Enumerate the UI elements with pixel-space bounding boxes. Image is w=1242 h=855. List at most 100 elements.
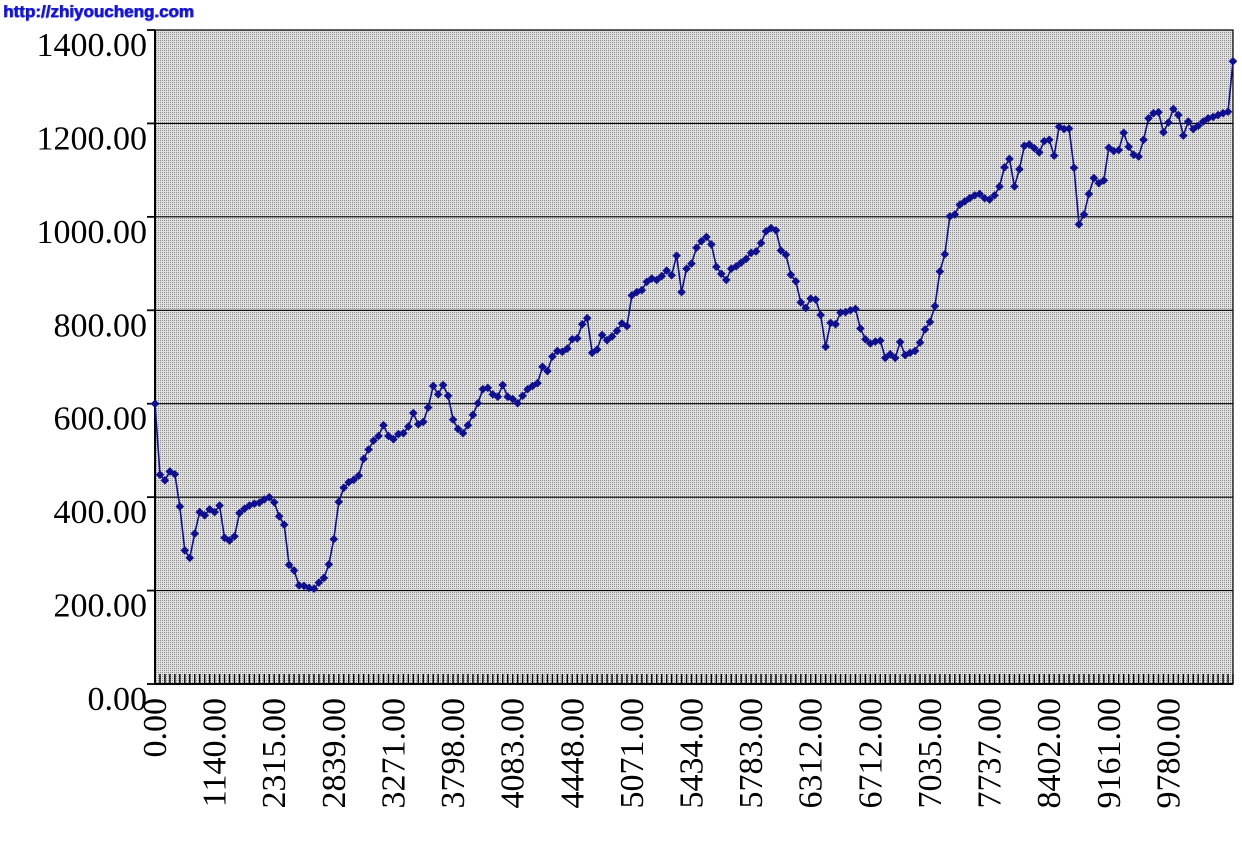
data-point-marker	[1159, 128, 1168, 137]
data-point-marker	[836, 308, 845, 317]
data-point-marker	[861, 334, 870, 344]
data-point-marker	[612, 326, 622, 336]
x-axis-label: 2315.00	[256, 698, 293, 809]
x-axis-label: 4083.00	[495, 698, 532, 809]
data-point-marker	[731, 262, 741, 271]
data-point-marker	[314, 578, 324, 587]
data-point-marker	[245, 501, 254, 510]
data-point-marker	[930, 301, 940, 311]
data-point-marker	[433, 390, 443, 399]
data-point-marker	[1179, 131, 1188, 140]
data-point-marker	[1059, 124, 1069, 134]
data-point-marker	[508, 394, 517, 404]
x-axis-label: 3798.00	[435, 698, 472, 809]
data-point-marker	[1174, 110, 1183, 120]
data-point-marker	[592, 345, 602, 354]
data-point-marker	[652, 275, 662, 285]
data-point-marker	[413, 419, 423, 429]
data-point-marker	[329, 534, 339, 544]
data-point-marker	[756, 238, 766, 248]
data-point-marker	[692, 243, 701, 252]
data-point-marker	[1164, 118, 1173, 127]
data-point-marker	[1134, 152, 1143, 161]
data-point-marker	[255, 498, 264, 508]
x-axis-label: 2839.00	[316, 698, 353, 809]
data-point-marker	[811, 295, 821, 304]
data-point-marker	[1000, 163, 1009, 172]
data-point-marker	[890, 353, 900, 363]
data-point-marker	[1015, 164, 1024, 174]
data-point-marker	[975, 189, 984, 199]
data-point-marker	[1054, 122, 1064, 131]
data-point-marker	[175, 502, 185, 511]
data-point-marker	[950, 210, 960, 219]
data-point-marker	[980, 193, 989, 203]
data-point-marker	[190, 529, 200, 538]
data-point-marker	[453, 424, 463, 434]
y-axis-label: 400.00	[54, 494, 148, 531]
data-point-marker	[160, 476, 170, 485]
data-point-marker	[945, 212, 955, 221]
data-point-marker	[284, 560, 294, 570]
data-point-marker	[851, 304, 860, 314]
data-point-marker	[1010, 182, 1019, 191]
data-point-marker	[155, 470, 165, 480]
data-point-marker	[1074, 220, 1084, 229]
data-point-marker	[483, 383, 493, 393]
x-axis-label: 7737.00	[972, 698, 1009, 809]
data-point-marker	[717, 269, 726, 279]
data-point-marker	[1005, 154, 1014, 164]
data-point-marker	[1029, 143, 1039, 153]
x-axis-label: 3271.00	[375, 698, 412, 809]
data-point-marker	[1064, 124, 1074, 133]
data-point-marker	[150, 399, 160, 409]
data-point-marker	[935, 267, 945, 276]
data-point-marker	[538, 362, 547, 372]
data-point-marker	[667, 270, 676, 280]
data-point-marker	[543, 366, 552, 376]
x-axis-label: 6712.00	[852, 698, 889, 809]
data-point-marker	[1025, 140, 1034, 149]
data-point-marker	[563, 344, 572, 353]
data-point-marker	[632, 287, 642, 297]
y-axis-label: 600.00	[54, 401, 148, 438]
x-axis-label: 5434.00	[674, 698, 711, 809]
data-point-marker	[279, 520, 289, 530]
x-axis-label: 1140.00	[197, 698, 234, 807]
data-point-marker	[418, 417, 428, 427]
data-point-marker	[880, 353, 890, 363]
data-point-marker	[831, 320, 840, 329]
data-point-marker	[960, 197, 970, 206]
data-point-marker	[751, 247, 761, 256]
data-point-marker	[697, 236, 706, 246]
data-point-marker	[349, 475, 359, 485]
data-point-marker	[786, 270, 796, 280]
data-point-marker	[274, 511, 284, 521]
data-point-marker	[707, 240, 716, 249]
data-point-marker	[672, 251, 681, 260]
data-point-marker	[438, 380, 448, 390]
data-point-marker	[990, 191, 999, 200]
data-point-marker	[607, 332, 617, 341]
data-point-marker	[577, 320, 587, 329]
data-point-marker	[195, 507, 205, 517]
data-point-marker	[259, 495, 269, 504]
data-point-marker	[856, 324, 865, 333]
data-point-marker	[304, 583, 314, 593]
data-point-marker	[200, 511, 209, 520]
y-axis-label: 200.00	[54, 588, 148, 625]
data-point-marker	[205, 504, 214, 514]
y-axis-label: 800.00	[54, 307, 148, 344]
data-point-marker	[965, 193, 975, 203]
data-point-marker	[324, 560, 334, 569]
data-point-marker	[468, 410, 478, 420]
data-point-marker	[776, 246, 786, 255]
data-point-marker	[185, 553, 195, 563]
data-point-marker	[235, 508, 244, 518]
data-point-marker	[1099, 176, 1109, 185]
data-point-marker	[766, 223, 776, 233]
data-point-marker	[602, 335, 612, 345]
data-point-marker	[269, 497, 279, 507]
data-point-marker	[1079, 210, 1089, 219]
